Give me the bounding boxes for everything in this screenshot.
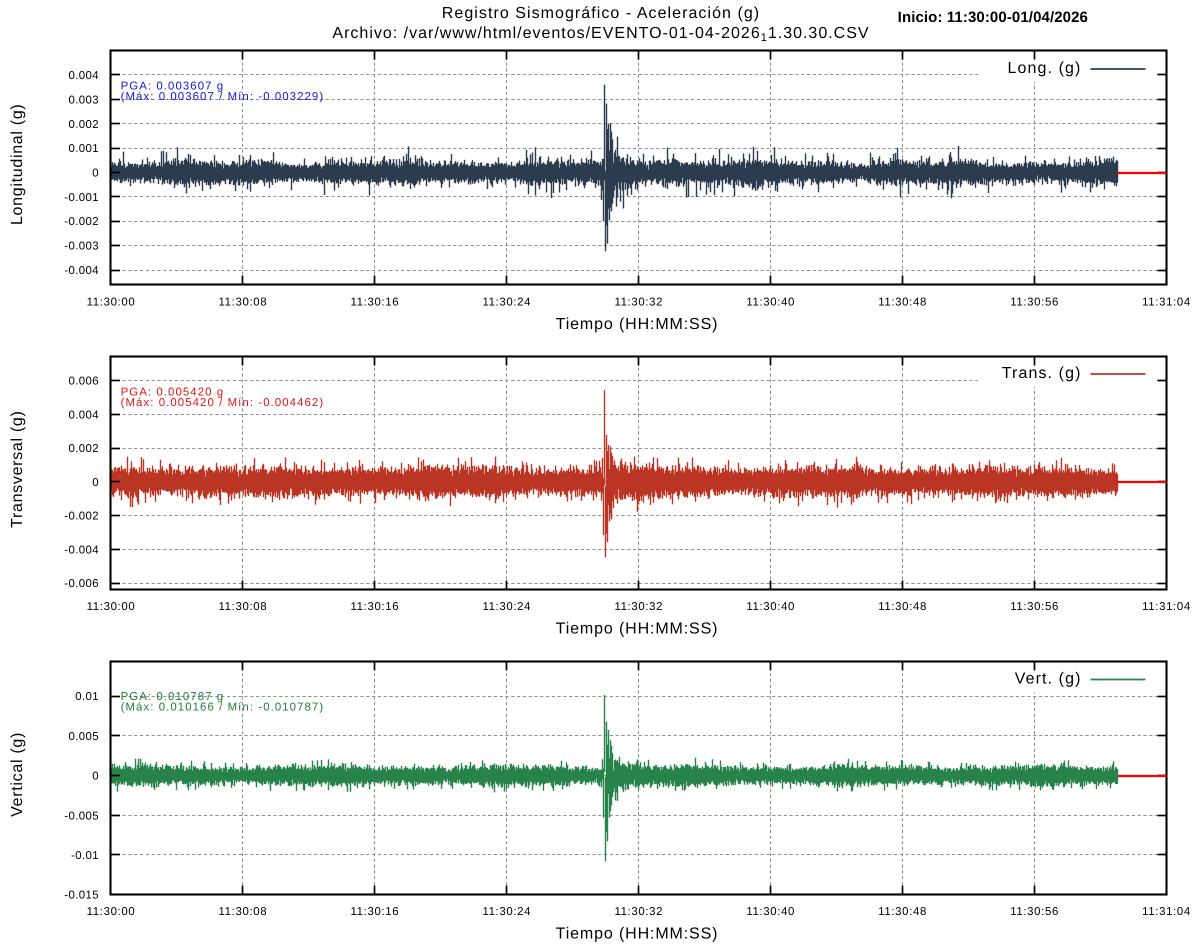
svg-text:-0.015: -0.015 (64, 890, 99, 902)
svg-text:11:30:16: 11:30:16 (351, 601, 400, 613)
svg-text:-0.005: -0.005 (64, 810, 99, 822)
svg-text:11:30:00: 11:30:00 (87, 906, 136, 918)
svg-text:11:30:00: 11:30:00 (87, 601, 136, 613)
svg-text:0: 0 (92, 771, 99, 783)
svg-text:Registro Sismográfico - Aceler: Registro Sismográfico - Aceleración (g) (442, 5, 760, 22)
svg-text:Archivo: /var/www/html/eventos: Archivo: /var/www/html/eventos/EVENTO-01… (332, 25, 869, 44)
svg-text:11:30:48: 11:30:48 (878, 601, 927, 613)
svg-text:Tiempo (HH:MM:SS): Tiempo (HH:MM:SS) (556, 316, 719, 333)
svg-text:0.002: 0.002 (68, 119, 99, 131)
svg-text:0.006: 0.006 (68, 376, 99, 388)
svg-text:11:30:00: 11:30:00 (87, 297, 136, 309)
svg-text:11:31:04: 11:31:04 (1142, 297, 1191, 309)
svg-text:-0.004: -0.004 (64, 265, 99, 277)
svg-text:11:30:56: 11:30:56 (1010, 297, 1059, 309)
svg-text:11:30:32: 11:30:32 (614, 906, 663, 918)
svg-text:11:30:16: 11:30:16 (351, 906, 400, 918)
svg-text:11:30:40: 11:30:40 (746, 906, 795, 918)
svg-text:11:30:56: 11:30:56 (1010, 906, 1059, 918)
svg-text:11:30:24: 11:30:24 (482, 906, 531, 918)
svg-text:11:31:04: 11:31:04 (1142, 906, 1191, 918)
svg-text:-0.003: -0.003 (64, 241, 99, 253)
svg-text:11:30:40: 11:30:40 (746, 601, 795, 613)
svg-text:11:30:40: 11:30:40 (746, 297, 795, 309)
svg-text:PGA: 0.003607 g: PGA: 0.003607 g (121, 81, 225, 93)
svg-text:11:30:48: 11:30:48 (878, 297, 927, 309)
svg-text:11:30:48: 11:30:48 (878, 906, 927, 918)
svg-text:11:30:24: 11:30:24 (482, 601, 531, 613)
svg-text:0.01: 0.01 (75, 691, 99, 703)
svg-text:0: 0 (92, 168, 99, 180)
svg-text:Vertical (g): Vertical (g) (9, 732, 26, 817)
svg-text:PGA: 0.005420 g: PGA: 0.005420 g (121, 387, 225, 399)
svg-text:0: 0 (92, 477, 99, 489)
svg-text:0.004: 0.004 (68, 409, 99, 421)
svg-text:Longitudinal (g): Longitudinal (g) (9, 104, 26, 226)
svg-text:11:30:16: 11:30:16 (351, 297, 400, 309)
svg-text:11:31:04: 11:31:04 (1142, 601, 1191, 613)
svg-text:(Máx: 0.003607 / Mín: -0.00322: (Máx: 0.003607 / Mín: -0.003229) (121, 91, 325, 103)
svg-text:-0.004: -0.004 (64, 544, 99, 556)
svg-text:11:30:08: 11:30:08 (219, 601, 268, 613)
svg-text:0.002: 0.002 (68, 443, 99, 455)
svg-text:11:30:56: 11:30:56 (1010, 601, 1059, 613)
svg-text:(Máx: 0.005420 / Mín: -0.00446: (Máx: 0.005420 / Mín: -0.004462) (121, 397, 325, 409)
svg-text:11:30:08: 11:30:08 (219, 906, 268, 918)
svg-text:0.001: 0.001 (68, 143, 99, 155)
svg-text:Long. (g): Long. (g) (1008, 60, 1082, 77)
svg-text:-0.01: -0.01 (71, 850, 99, 862)
svg-text:-0.006: -0.006 (64, 578, 99, 590)
svg-text:Trans. (g): Trans. (g) (1002, 365, 1082, 382)
svg-text:PGA: 0.010787 g: PGA: 0.010787 g (121, 691, 225, 703)
svg-text:-0.001: -0.001 (64, 192, 99, 204)
svg-text:Tiempo (HH:MM:SS): Tiempo (HH:MM:SS) (556, 621, 719, 638)
svg-text:-0.002: -0.002 (64, 216, 99, 228)
svg-text:11:30:08: 11:30:08 (219, 297, 268, 309)
svg-text:11:30:24: 11:30:24 (482, 297, 531, 309)
svg-text:Tiempo (HH:MM:SS): Tiempo (HH:MM:SS) (556, 926, 719, 943)
svg-text:Vert. (g): Vert. (g) (1015, 671, 1082, 688)
svg-text:11:30:32: 11:30:32 (614, 601, 663, 613)
svg-text:11:30:32: 11:30:32 (614, 297, 663, 309)
svg-text:0.003: 0.003 (68, 94, 99, 106)
svg-text:0.005: 0.005 (68, 731, 99, 743)
svg-text:0.004: 0.004 (68, 70, 99, 82)
svg-text:(Máx: 0.010166 / Mín: -0.01078: (Máx: 0.010166 / Mín: -0.010787) (121, 702, 325, 714)
svg-text:Transversal (g): Transversal (g) (9, 410, 26, 527)
svg-text:Inicio: 11:30:00-01/04/2026: Inicio: 11:30:00-01/04/2026 (898, 9, 1088, 26)
svg-text:-0.002: -0.002 (64, 511, 99, 523)
